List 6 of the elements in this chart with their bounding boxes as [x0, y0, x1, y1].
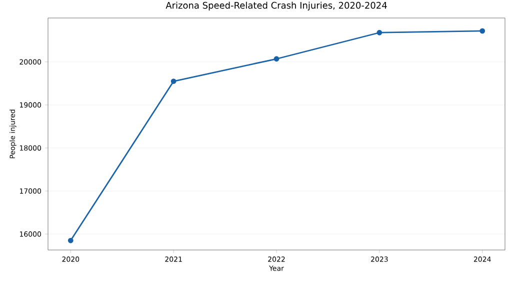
- point: [480, 28, 486, 34]
- chart-title: Arizona Speed-Related Crash Injuries, 2020-2024: [166, 2, 387, 10]
- point: [376, 30, 382, 36]
- point: [274, 56, 280, 62]
- point: [170, 78, 176, 84]
- point: [68, 238, 74, 244]
